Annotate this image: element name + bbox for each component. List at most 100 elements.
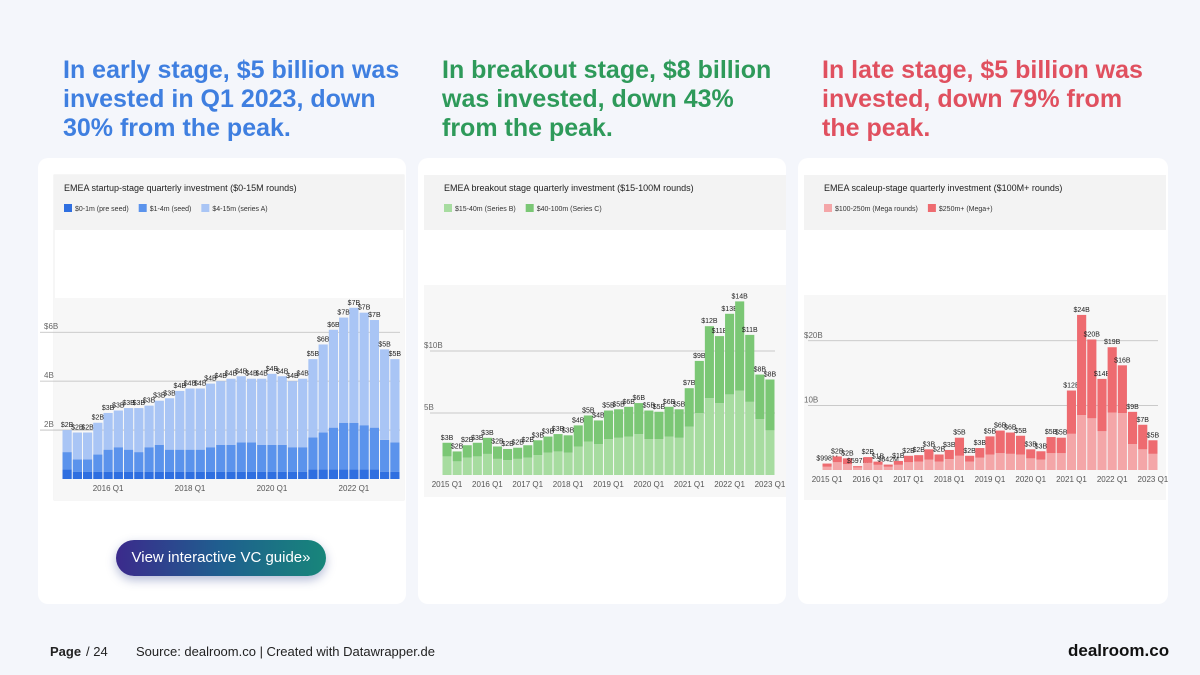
bar-segment <box>1066 390 1077 434</box>
bar-segment <box>674 437 684 475</box>
total-label: $4B <box>592 412 605 419</box>
x-tick-label: 2023 Q1 <box>1138 475 1169 484</box>
bar-segment <box>349 307 359 423</box>
total-label: $2B <box>933 446 946 453</box>
bar-segment <box>164 449 175 472</box>
bar-segment <box>369 427 380 470</box>
bar-segment <box>380 471 390 479</box>
total-label: $4B <box>245 371 258 378</box>
bar-segment <box>714 336 725 404</box>
total-label: $19B <box>1104 339 1121 346</box>
x-tick-label: 2020 Q1 <box>1015 475 1046 484</box>
bar-segment <box>903 462 914 470</box>
bar-segment <box>914 461 924 470</box>
bar-segment <box>308 359 318 438</box>
total-label: $9B <box>1126 404 1139 411</box>
bar-segment <box>226 471 236 479</box>
bar-segment <box>965 455 975 462</box>
bar-segment <box>318 432 328 470</box>
bar-segment <box>1107 347 1117 413</box>
total-label: $4B <box>184 381 197 388</box>
bar-segment <box>1066 433 1077 470</box>
bar-segment <box>339 469 349 479</box>
bar-segment <box>339 422 349 470</box>
bar-segment <box>1148 453 1158 470</box>
bar-segment <box>1036 451 1046 460</box>
bar-segment <box>287 381 298 448</box>
total-label: $2B <box>61 422 74 429</box>
bar-segment <box>1026 458 1036 470</box>
bar-segment <box>704 398 714 475</box>
bar-segment <box>985 454 995 470</box>
total-label: $4B <box>276 368 289 375</box>
total-label: $2B <box>92 415 105 422</box>
bar-segment <box>664 406 674 437</box>
bar-segment <box>503 460 513 475</box>
total-label: $6B <box>622 399 635 406</box>
legend-label: $4-15m (series A) <box>212 206 267 213</box>
total-label: $3B <box>153 393 166 400</box>
bar-segment <box>318 469 328 479</box>
bar-segment <box>523 457 533 475</box>
total-label: $3B <box>1024 441 1037 448</box>
total-label: $2B <box>451 443 464 450</box>
bar-segment <box>390 359 400 443</box>
x-tick-label: 2018 Q1 <box>553 480 584 489</box>
total-label: $2B <box>831 448 844 455</box>
total-label: $3B <box>974 440 987 447</box>
bar-segment <box>390 442 400 472</box>
headline: In breakout stage, $8 billion was invest… <box>442 56 772 142</box>
page-count: / 24 <box>86 644 108 659</box>
total-label: $3B <box>542 429 555 436</box>
bar-segment <box>1005 453 1015 470</box>
bar-segment <box>624 436 634 475</box>
bar-segment <box>380 349 390 440</box>
bar-segment <box>328 469 339 479</box>
bar-segment <box>369 469 380 479</box>
bar-segment <box>134 452 144 472</box>
total-label: $4B <box>225 371 238 378</box>
legend-label: $1-4m (seed) <box>150 206 192 213</box>
bar-segment <box>765 430 775 475</box>
total-label: $7B <box>358 305 371 312</box>
y-tick-label: $20B <box>804 331 823 340</box>
chart-header <box>54 175 404 230</box>
x-tick-label: 2016 Q1 <box>852 475 883 484</box>
chart-title: EMEA scaleup-stage quarterly investment … <box>824 183 1062 193</box>
bar-segment <box>482 437 492 454</box>
bar-segment <box>985 436 995 455</box>
bar-segment <box>573 446 583 475</box>
bar-segment <box>694 413 704 475</box>
bar-segment <box>934 454 944 462</box>
bar-segment <box>442 442 452 457</box>
y-tick-label: 2B <box>44 420 54 429</box>
bar-segment <box>1046 453 1056 470</box>
bar-segment <box>144 471 154 479</box>
bar-segment <box>603 439 614 475</box>
legend-swatch <box>64 204 72 212</box>
bar-segment <box>380 439 390 472</box>
total-label: $7B <box>683 380 696 387</box>
bar-segment <box>954 437 965 456</box>
x-tick-label: 2016 Q1 <box>93 484 124 493</box>
legend-swatch <box>444 204 452 212</box>
total-label: $5B <box>1014 428 1027 435</box>
bar-segment <box>154 400 164 445</box>
bar-segment <box>492 458 503 475</box>
total-label: $6B <box>633 395 646 402</box>
y-tick-label: $6B <box>44 322 58 331</box>
total-label: $2B <box>71 425 84 432</box>
bar-segment <box>1097 431 1107 470</box>
bar-segment <box>205 447 216 472</box>
x-tick-label: 2022 Q1 <box>1097 475 1128 484</box>
guide-button[interactable]: View interactive VC guide» <box>116 540 326 576</box>
bar-segment <box>154 471 164 479</box>
legend-swatch <box>927 204 936 212</box>
x-tick-label: 2020 Q1 <box>634 480 665 489</box>
bar-segment <box>185 449 195 472</box>
total-label: $6B <box>994 423 1007 430</box>
bar-segment <box>205 471 216 479</box>
bar-segment <box>164 471 175 479</box>
bar-segment <box>654 411 664 440</box>
bar-segment <box>328 427 339 470</box>
